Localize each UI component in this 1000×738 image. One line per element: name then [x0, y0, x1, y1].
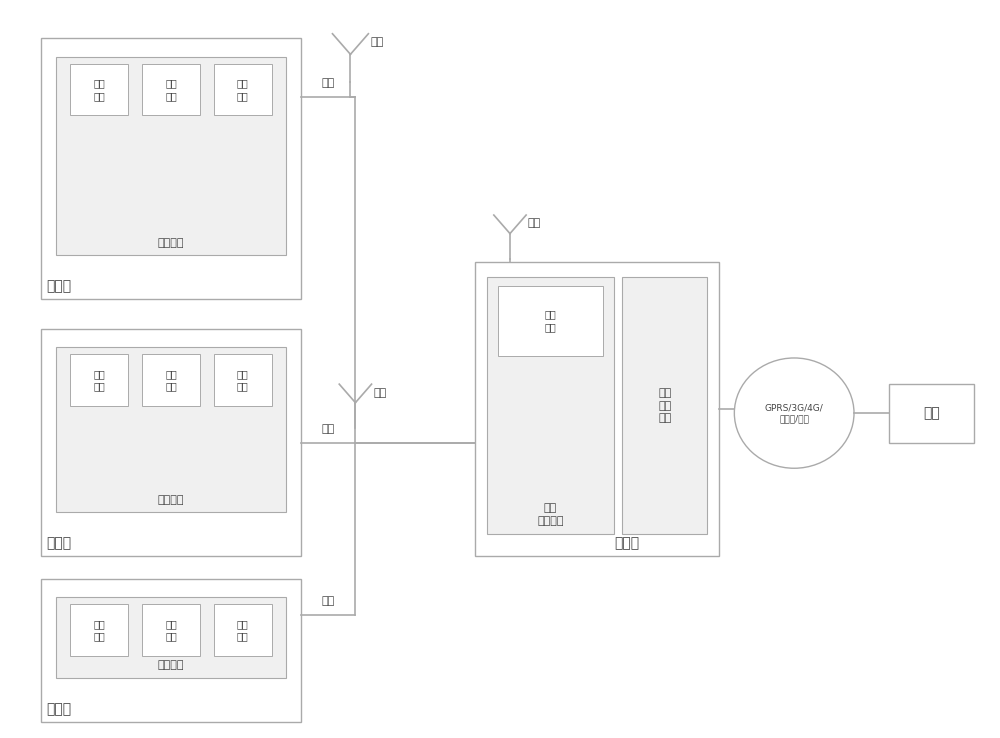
Text: 备用
电源: 备用 电源 [165, 369, 177, 391]
FancyBboxPatch shape [56, 347, 286, 512]
Text: 电能表: 电能表 [46, 279, 71, 293]
Text: 远程
通信
模块: 远程 通信 模块 [658, 388, 671, 423]
Text: 停电
检测: 停电 检测 [93, 618, 105, 641]
FancyBboxPatch shape [41, 38, 301, 299]
Text: 通信模块: 通信模块 [158, 495, 184, 505]
Text: 定位
装置: 定位 装置 [237, 369, 249, 391]
FancyBboxPatch shape [498, 286, 603, 356]
Text: 无线: 无线 [373, 387, 387, 398]
FancyBboxPatch shape [214, 354, 272, 406]
FancyBboxPatch shape [487, 277, 614, 534]
Text: 无线: 无线 [528, 218, 541, 229]
FancyBboxPatch shape [142, 354, 200, 406]
FancyBboxPatch shape [41, 328, 301, 556]
FancyBboxPatch shape [214, 604, 272, 656]
Text: 停电
检测: 停电 检测 [93, 369, 105, 391]
FancyBboxPatch shape [56, 57, 286, 255]
Text: 本地
通信模块: 本地 通信模块 [537, 503, 564, 525]
FancyBboxPatch shape [622, 277, 707, 534]
FancyBboxPatch shape [70, 64, 128, 115]
Text: 电能表: 电能表 [46, 702, 71, 716]
FancyBboxPatch shape [142, 604, 200, 656]
Text: 定位
装置: 定位 装置 [237, 78, 249, 101]
Text: 通信模块: 通信模块 [158, 661, 184, 670]
FancyBboxPatch shape [41, 579, 301, 722]
Text: 无线: 无线 [370, 37, 384, 46]
Ellipse shape [734, 358, 854, 468]
Text: 备用
电源: 备用 电源 [165, 78, 177, 101]
FancyBboxPatch shape [56, 597, 286, 677]
Text: 备用
电源: 备用 电源 [165, 618, 177, 641]
FancyBboxPatch shape [889, 384, 974, 443]
Text: GPRS/3G/4G/
以太网/光纤: GPRS/3G/4G/ 以太网/光纤 [765, 403, 824, 423]
Text: 集中器: 集中器 [614, 537, 639, 551]
Text: 定位
装置: 定位 装置 [237, 618, 249, 641]
Text: 主站: 主站 [923, 406, 940, 420]
FancyBboxPatch shape [70, 604, 128, 656]
FancyBboxPatch shape [142, 64, 200, 115]
Text: 定位
装置: 定位 装置 [545, 310, 556, 332]
Text: 通信模块: 通信模块 [158, 238, 184, 248]
FancyBboxPatch shape [475, 263, 719, 556]
Text: 有线: 有线 [321, 78, 335, 88]
FancyBboxPatch shape [70, 354, 128, 406]
Text: 有线: 有线 [321, 596, 335, 607]
Text: 停电
检测: 停电 检测 [93, 78, 105, 101]
Text: 电能表: 电能表 [46, 537, 71, 551]
FancyBboxPatch shape [214, 64, 272, 115]
Text: 有线: 有线 [321, 424, 335, 434]
